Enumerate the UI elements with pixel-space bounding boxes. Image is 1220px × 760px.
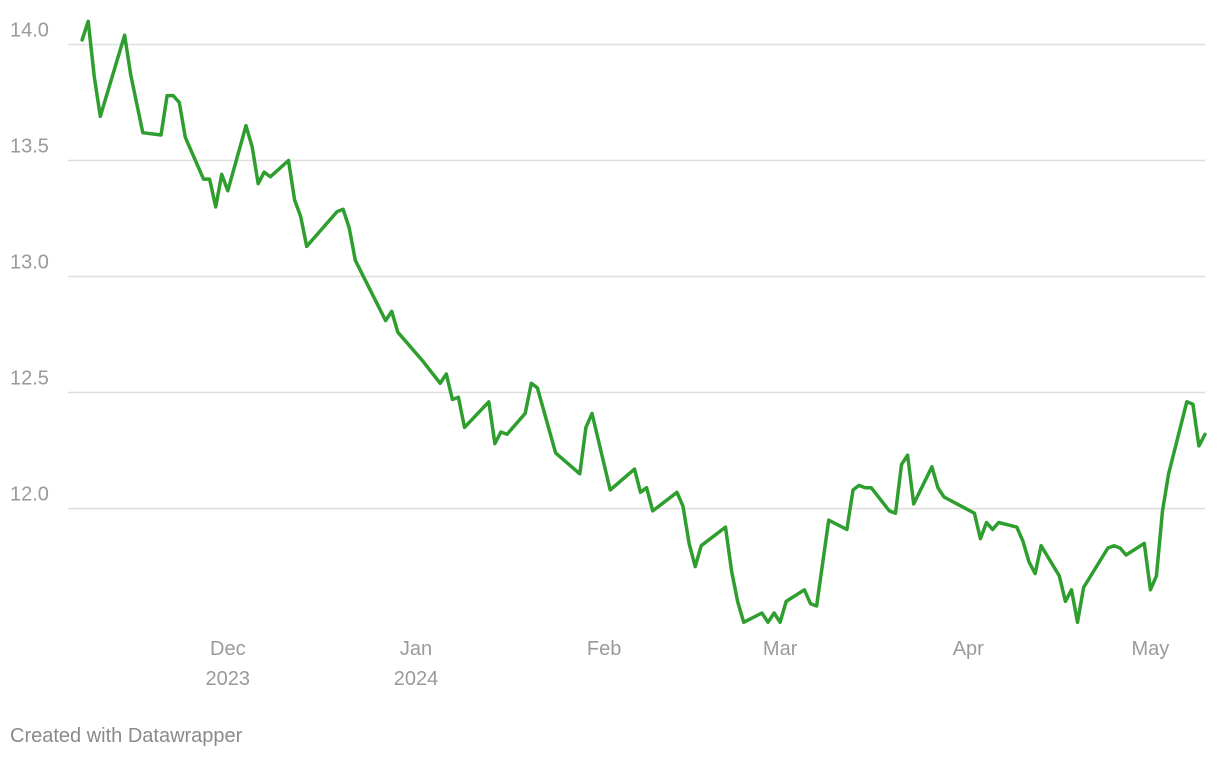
x-tick-label: May [1131,638,1169,660]
x-tick-label: Feb [587,638,621,660]
x-axis-tick-labels: Dec 2023 Jan 2024 Feb Mar Apr May [206,638,1170,690]
y-tick-label: 12.5 [10,368,49,390]
y-tick-label: 14.0 [10,20,49,42]
footer-credit: Created with Datawrapper [10,725,243,747]
series-line [80,19,1207,625]
line-chart: 12.0 12.5 13.0 13.5 14.0 Dec 2023 Jan 2024 Feb Ma… [10,19,1207,690]
series-layer [80,19,1207,625]
x-tick-label: Jan 2024 [394,638,439,690]
y-tick-label: 13.0 [10,252,49,274]
y-tick-label: 13.5 [10,136,49,158]
y-tick-label: 12.0 [10,484,49,506]
y-axis-tick-labels: 12.0 12.5 13.0 13.5 14.0 [10,20,49,506]
x-tick-label: Dec 2023 [206,638,251,690]
x-tick-label: Mar [763,638,798,660]
gridlines [68,43,1205,510]
x-tick-label: Apr [953,638,984,660]
chart-svg: 12.0 12.5 13.0 13.5 14.0 Dec 2023 Jan 2024 Feb Ma… [10,19,1207,690]
